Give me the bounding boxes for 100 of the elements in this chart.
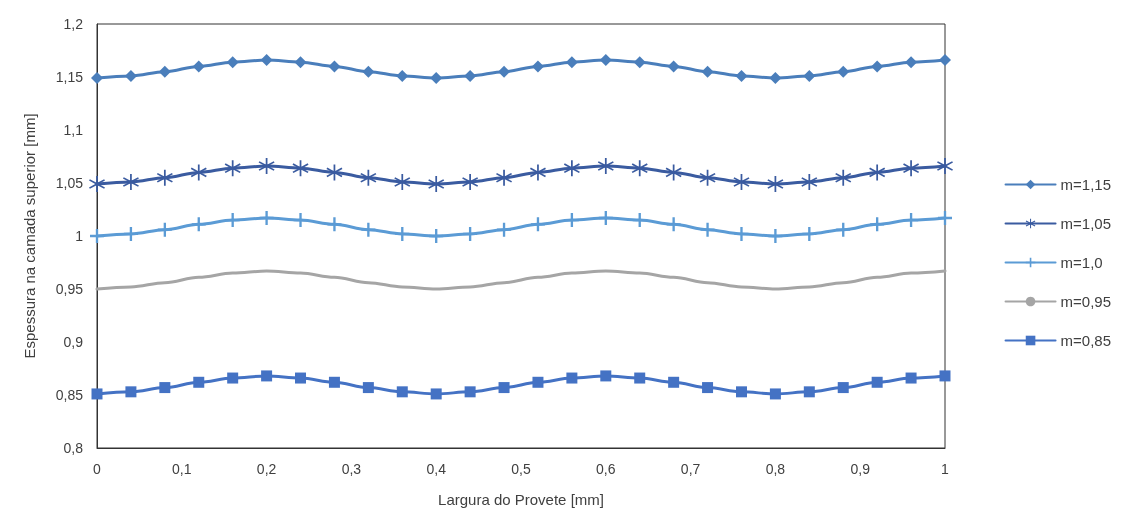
point [905, 372, 917, 384]
point [768, 229, 783, 243]
point [735, 386, 747, 398]
point [939, 370, 951, 382]
legend-label: m=1,0 [1060, 254, 1103, 271]
x-tick-label: 0,5 [511, 461, 531, 477]
x-tick-label: 0,3 [341, 461, 362, 477]
point [801, 173, 818, 190]
point [702, 382, 714, 394]
point [701, 65, 714, 78]
point [836, 222, 851, 237]
point [91, 388, 103, 400]
y-tick-label: 0,85 [55, 387, 84, 403]
point [396, 386, 408, 398]
point [498, 65, 511, 78]
point [362, 382, 374, 394]
point [159, 382, 171, 394]
point [156, 169, 173, 186]
point [767, 176, 784, 193]
point [837, 65, 850, 78]
point [430, 388, 442, 400]
point [530, 217, 545, 232]
point [89, 176, 105, 193]
x-tick-label: 0,9 [850, 461, 871, 477]
point [464, 386, 476, 398]
point [668, 376, 680, 388]
point [803, 69, 816, 82]
point [122, 173, 139, 190]
point [125, 386, 137, 398]
point [803, 386, 815, 398]
point [532, 376, 544, 388]
point [903, 160, 920, 177]
x-tick-label: 1 [941, 461, 950, 477]
y-tick-label: 0,8 [63, 440, 84, 456]
point [667, 60, 680, 73]
legend-label: m=0,95 [1060, 293, 1111, 310]
point [362, 65, 375, 78]
point [700, 222, 715, 237]
point [192, 60, 205, 73]
point [634, 372, 646, 384]
point [191, 217, 206, 232]
x-tick-label: 0,6 [596, 461, 616, 477]
point [870, 217, 885, 232]
point [939, 54, 951, 67]
x-tick-label: 0,2 [256, 461, 277, 477]
point [394, 173, 411, 190]
x-axis-title: Largura do Provete [mm] [438, 491, 604, 508]
point [733, 173, 750, 190]
point [631, 160, 648, 177]
y-tick-label: 1,1 [63, 122, 84, 138]
point [260, 54, 273, 67]
point [734, 226, 749, 241]
point [597, 158, 614, 175]
point [531, 60, 544, 73]
y-tick-label: 1,2 [63, 16, 84, 32]
x-tick-label: 0,7 [680, 461, 701, 477]
y-tick-label: 0,95 [55, 281, 84, 297]
point [665, 164, 682, 181]
point [327, 217, 342, 232]
point [633, 56, 646, 69]
point [294, 56, 307, 69]
point [224, 160, 241, 177]
point [563, 160, 580, 177]
line-series [95, 269, 947, 291]
point [498, 382, 510, 394]
point [227, 372, 239, 384]
x-tick-label: 0,1 [172, 461, 192, 477]
point [565, 56, 578, 69]
point [258, 158, 275, 175]
y-tick-label: 1,05 [55, 175, 84, 191]
point [529, 164, 546, 181]
y-tick-label: 0,9 [63, 334, 84, 350]
point [835, 169, 852, 186]
point [666, 217, 681, 232]
point [261, 370, 273, 382]
x-tick-label: 0 [93, 461, 102, 477]
x-tick-label: 0,8 [765, 461, 786, 477]
point [226, 56, 239, 69]
point [871, 376, 883, 388]
point [769, 388, 781, 400]
point [497, 222, 512, 237]
legend-label: m=0,85 [1060, 332, 1111, 349]
point [837, 382, 849, 394]
point [190, 164, 207, 181]
point [193, 376, 205, 388]
y-tick-label: 1 [75, 228, 84, 244]
legend-label: m=1,15 [1060, 176, 1111, 193]
point [360, 169, 377, 186]
point [566, 372, 578, 384]
point [600, 370, 612, 382]
y-tick-label: 1,15 [55, 69, 84, 85]
point [361, 222, 376, 237]
point [428, 176, 445, 193]
point [328, 376, 340, 388]
point [869, 164, 886, 181]
point [496, 169, 513, 186]
x-tick-label: 0,4 [426, 461, 447, 477]
point [157, 222, 172, 237]
point [91, 72, 103, 85]
legend-label: m=1,05 [1060, 215, 1111, 232]
